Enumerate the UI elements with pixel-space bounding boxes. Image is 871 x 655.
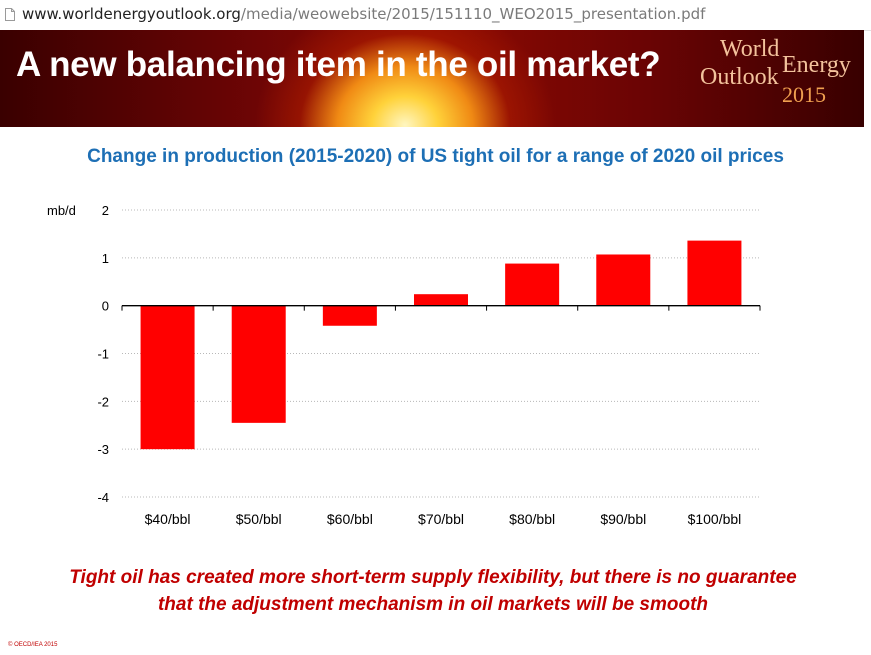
- y-tick-label: -1: [97, 347, 109, 362]
- x-tick-label: $50/bbl: [236, 511, 282, 527]
- y-tick-label: 0: [102, 299, 109, 314]
- url-text[interactable]: www.worldenergyoutlook.org/media/weowebs…: [22, 5, 705, 23]
- y-tick-label: -2: [97, 394, 109, 409]
- bar: [140, 305, 195, 450]
- bar: [596, 254, 651, 306]
- bar: [322, 305, 377, 326]
- page-icon: [5, 8, 15, 21]
- logo-year: 2015: [782, 82, 826, 107]
- bar: [687, 240, 742, 306]
- slide-caption: Tight oil has created more short-term su…: [0, 564, 866, 618]
- copyright-notice: © OECD/IEA 2015: [8, 642, 58, 648]
- x-tick-label: $60/bbl: [327, 511, 373, 527]
- bar: [231, 305, 286, 423]
- y-tick-label: -4: [97, 490, 109, 505]
- slide-title: A new balancing item in the oil market?: [16, 45, 661, 84]
- url-host: www.worldenergyoutlook.org: [22, 5, 241, 23]
- x-tick-label: $100/bbl: [688, 511, 742, 527]
- y-tick-label: 2: [102, 203, 109, 218]
- y-tick-label: -3: [97, 442, 109, 457]
- logo-word-outlook: Outlook: [700, 64, 779, 90]
- url-path: /media/weowebsite/2015/151110_WEO2015_pr…: [240, 5, 706, 23]
- x-tick-label: $70/bbl: [418, 511, 464, 527]
- bar: [414, 294, 468, 306]
- bar: [505, 263, 560, 306]
- caption-line-1: Tight oil has created more short-term su…: [69, 567, 797, 588]
- x-tick-label: $90/bbl: [600, 511, 646, 527]
- weo-logo: World Energy Outlook 2015: [700, 36, 851, 107]
- chart-title: Change in production (2015-2020) of US t…: [87, 146, 784, 167]
- logo-word-energy: Energy: [782, 52, 851, 78]
- slide-banner: A new balancing item in the oil market? …: [0, 30, 864, 127]
- address-bar[interactable]: www.worldenergyoutlook.org/media/weowebs…: [0, 0, 871, 31]
- bar-chart: 2 1 0 -1 -2 -3 -4 mb/d $40/bbl $50/bbl $60/bbl $70/…: [47, 203, 761, 527]
- x-tick-label: $80/bbl: [509, 511, 555, 527]
- x-tick-label: $40/bbl: [145, 511, 191, 527]
- y-axis-label: mb/d: [47, 203, 76, 218]
- caption-line-2: that the adjustment mechanism in oil mar…: [157, 594, 709, 615]
- logo-word-world: World: [720, 36, 779, 62]
- y-tick-label: 1: [102, 251, 109, 266]
